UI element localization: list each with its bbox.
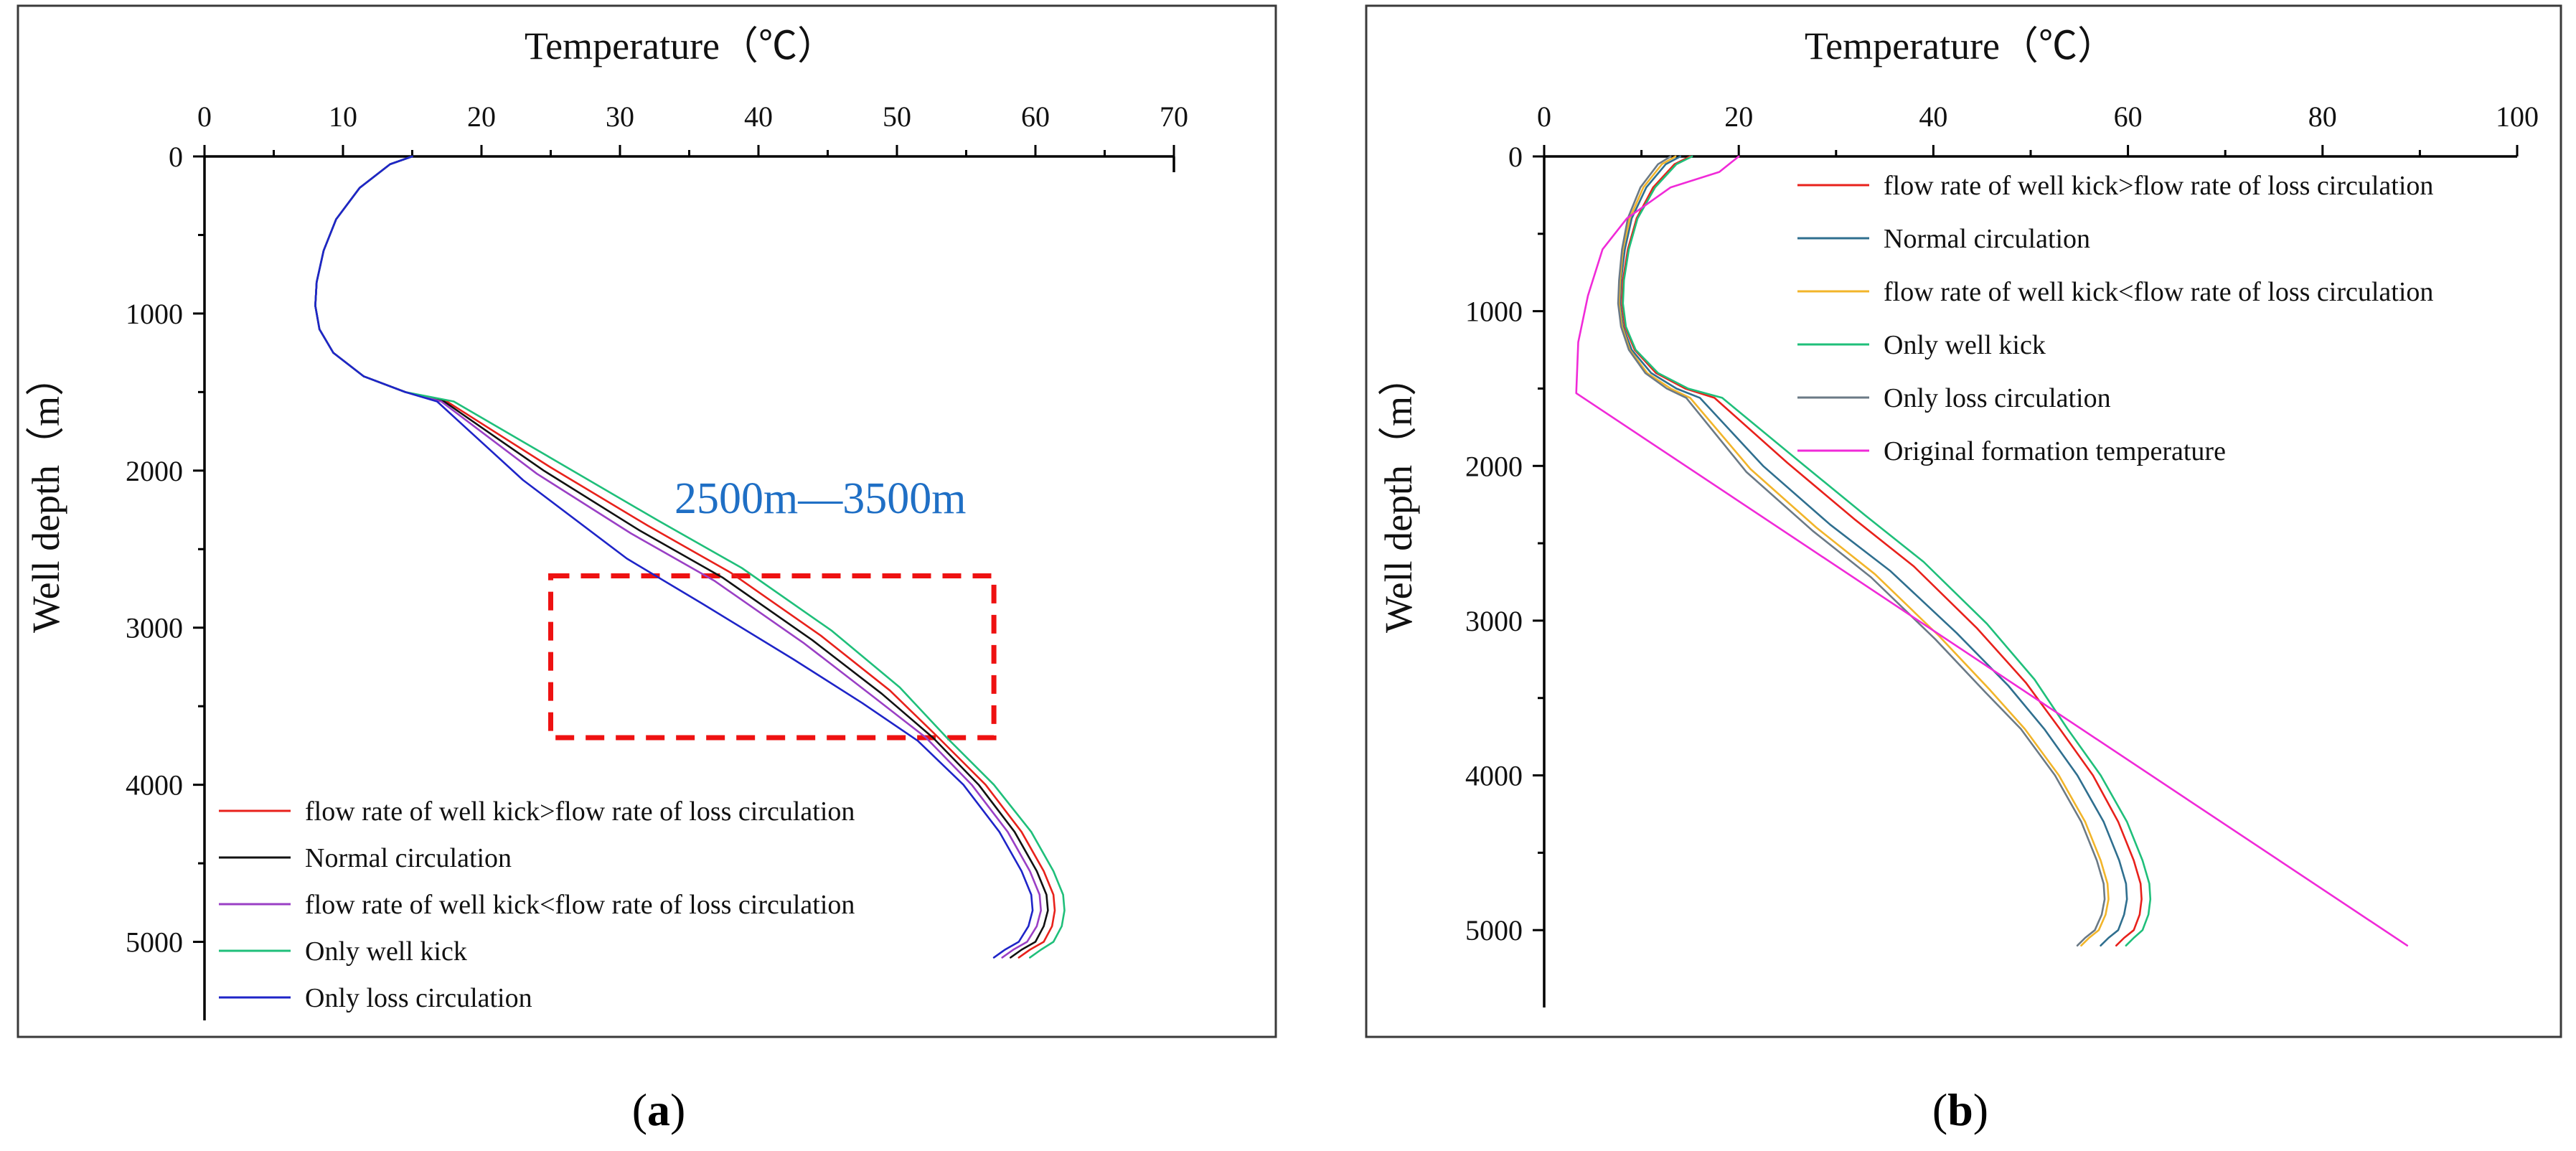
panel-a-y-tick-label: 3000 bbox=[126, 612, 183, 644]
panel-a-frame bbox=[17, 4, 1277, 1038]
panel-b-series-only-loss-circulation bbox=[1617, 155, 2106, 946]
panel-b-y-tick-label: 1000 bbox=[1465, 296, 1523, 328]
panel-a-y-axis-title: Well depth（m） bbox=[24, 357, 67, 633]
panel-b-y-tick-label: 0 bbox=[1508, 141, 1523, 173]
panel-b-legend: flow rate of well kick>flow rate of loss… bbox=[1797, 171, 2433, 466]
panel-b-legend-label: Normal circulation bbox=[1884, 224, 2090, 254]
panel-a-y-tick-label: 2000 bbox=[126, 455, 183, 487]
panel-b-caption-label: (b) bbox=[1932, 1084, 1988, 1135]
panel-a-caption-label: (a) bbox=[632, 1084, 686, 1135]
panel-a-legend-label: Normal circulation bbox=[305, 843, 512, 873]
panel-a-y-tick-label: 5000 bbox=[126, 926, 183, 959]
panel-a-x-tick-label: 60 bbox=[1021, 100, 1050, 133]
panel-b-x-tick-label: 20 bbox=[1724, 100, 1753, 133]
panel-b-frame bbox=[1365, 4, 2562, 1038]
panel-a-y-tick-label: 1000 bbox=[126, 298, 183, 330]
panel-a-legend-label: Only well kick bbox=[305, 936, 467, 967]
panel-a-legend-label: Only loss circulation bbox=[305, 983, 532, 1013]
panel-a-x-tick-label: 40 bbox=[744, 100, 773, 133]
panel-a-depth-range-annotation: 2500m—3500m bbox=[674, 474, 966, 523]
panel-b-x-tick-label: 100 bbox=[2496, 100, 2539, 133]
panel-a-x-tick-label: 70 bbox=[1160, 100, 1188, 133]
panel-a-highlight-box bbox=[548, 573, 997, 741]
panel-a-x-tick-label: 50 bbox=[883, 100, 911, 133]
panel-b-legend-label: flow rate of well kick>flow rate of loss… bbox=[1884, 171, 2433, 201]
panel-b-series-flow-rate-of-well-kick-flow-rate-of-loss-circulation bbox=[1621, 155, 2143, 946]
panel-b-y-axis-title: Well depth（m） bbox=[1377, 357, 1420, 633]
panel-b-series-flow-rate-of-well-kick-flow-rate-of-loss-circulation bbox=[1618, 155, 2110, 946]
panel-a-legend: flow rate of well kick>flow rate of loss… bbox=[219, 797, 855, 1013]
panel-a-legend-label: flow rate of well kick<flow rate of loss… bbox=[305, 890, 855, 920]
panel-b-x-tick-label: 60 bbox=[2114, 100, 2143, 133]
panel-b-legend-label: Original formation temperature bbox=[1884, 436, 2226, 466]
panel-b-y-tick-label: 4000 bbox=[1465, 760, 1523, 792]
panel-b-legend-label: Only loss circulation bbox=[1884, 383, 2111, 413]
panel-b-series-only-well-kick bbox=[1622, 155, 2152, 946]
panel-b-x-axis-title: Temperature（℃） bbox=[1805, 24, 2116, 67]
panel-b-series-original-formation-temperature bbox=[1575, 155, 2409, 946]
panel-b-y-tick-label: 2000 bbox=[1465, 450, 1523, 482]
panel-b-x-tick-label: 0 bbox=[1537, 100, 1551, 133]
panel-a-legend-label: flow rate of well kick>flow rate of loss… bbox=[305, 797, 855, 827]
panel-b-x-tick-label: 80 bbox=[2308, 100, 2337, 133]
panel-b-y-tick-label: 3000 bbox=[1465, 605, 1523, 637]
panel-b-x-tick-label: 40 bbox=[1919, 100, 1947, 133]
panel-a-y-tick-label: 4000 bbox=[126, 769, 183, 802]
panel-a-x-tick-label: 0 bbox=[197, 100, 212, 133]
panel-a-chart: 0 10 20 30 40 50 60 70 0 1000 2000 3000 4000 5000 Tem… bbox=[17, 4, 1277, 1038]
panel-a-x-tick-label: 10 bbox=[329, 100, 357, 133]
panel-b-series-normal-circulation bbox=[1619, 155, 2128, 946]
panel-a-x-tick-label: 20 bbox=[467, 100, 496, 133]
panel-a-y-tick-label: 0 bbox=[169, 141, 183, 173]
panel-b-y-tick-label: 5000 bbox=[1465, 914, 1523, 946]
panel-a-series-only-loss-circulation bbox=[314, 155, 1034, 959]
panel-b-legend-label: flow rate of well kick<flow rate of loss… bbox=[1884, 277, 2433, 307]
panel-a-x-tick-label: 30 bbox=[606, 100, 634, 133]
panel-a-x-axis-title: Temperature（℃） bbox=[525, 24, 836, 67]
panel-a-plot-area: 0 10 20 30 40 50 60 70 0 1000 2000 3000 4000 5000 bbox=[126, 100, 1188, 1020]
panel-b-legend-label: Only well kick bbox=[1884, 330, 2046, 360]
